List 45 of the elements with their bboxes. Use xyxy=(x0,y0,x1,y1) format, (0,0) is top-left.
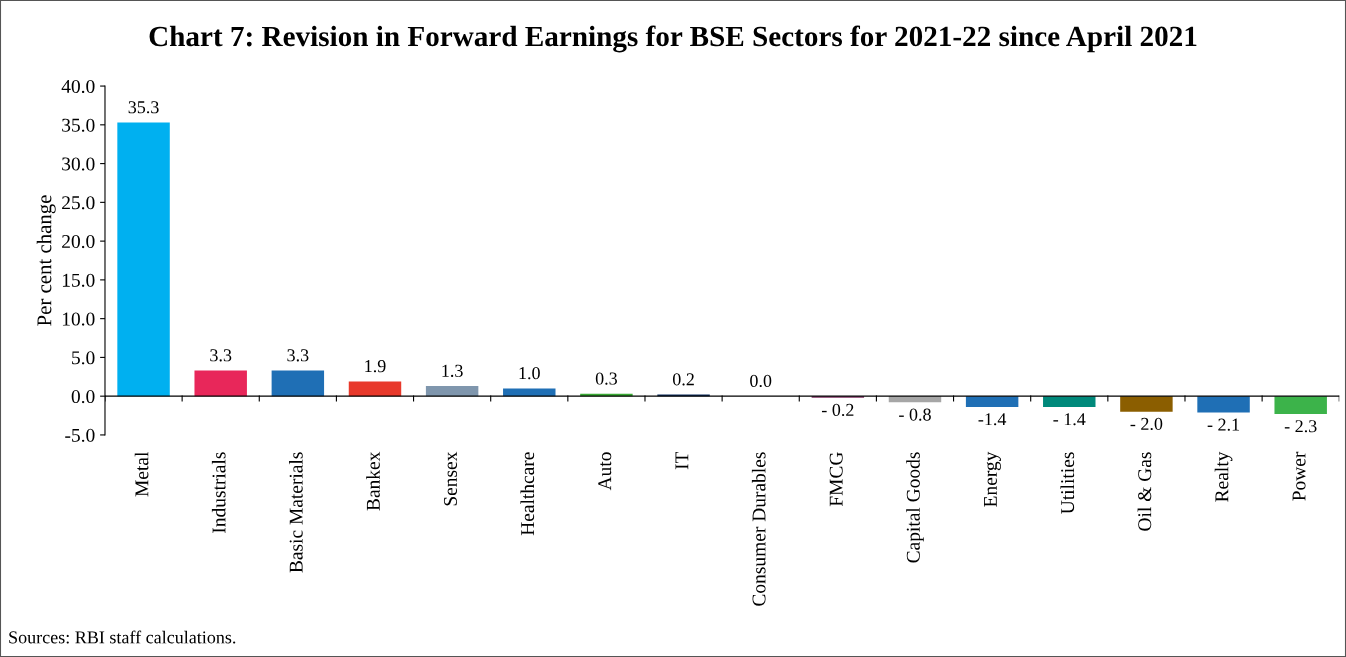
x-tick-label: Utilities xyxy=(1060,452,1075,514)
data-label: -1.4 xyxy=(978,413,1007,426)
chart-title: Chart 7: Revision in Forward Earnings for BSE Sectors for 2021-22 since April 2021 xyxy=(149,25,1197,53)
data-label: - 2.1 xyxy=(1207,418,1240,431)
x-tick-label: IT xyxy=(675,451,689,470)
y-tick-label: 20.0 xyxy=(62,234,95,249)
y-tick-label: 10.0 xyxy=(62,312,95,326)
x-tick-label: Sensex xyxy=(443,451,457,506)
y-axis-title: Per cent change xyxy=(36,195,56,326)
data-label: - 2.0 xyxy=(1130,417,1163,431)
data-label: 0.2 xyxy=(672,373,694,386)
data-label: 3.3 xyxy=(287,349,309,362)
x-tick-label: Energy xyxy=(984,451,1001,507)
x-tick-label: Auto xyxy=(598,452,612,491)
x-tick-label: Oil & Gas xyxy=(1137,452,1152,531)
data-label: 1.0 xyxy=(519,367,540,380)
data-label: 0.0 xyxy=(750,374,772,388)
data-label: 35.3 xyxy=(128,101,159,114)
data-label: - 0.2 xyxy=(821,403,854,417)
x-tick-label: Metal xyxy=(134,451,149,497)
y-tick-label: 5.0 xyxy=(72,351,95,365)
x-tick-label: Capital Goods xyxy=(906,452,924,563)
x-tick-label: Realty xyxy=(1214,451,1233,502)
x-tick-label: Healthcare xyxy=(520,452,535,536)
y-tick-label: -5.0 xyxy=(65,428,95,442)
data-label: - 1.4 xyxy=(1053,413,1086,426)
x-tick-label: Industrials xyxy=(211,452,226,533)
y-tick-label: 40.0 xyxy=(61,79,95,94)
data-label: 1.3 xyxy=(442,364,463,377)
y-tick-label: 0.0 xyxy=(71,389,95,404)
source-note: Sources: RBI staff calculations. xyxy=(9,630,236,644)
x-tick-label: Consumer Durables xyxy=(751,452,766,606)
data-label: - 2.3 xyxy=(1284,420,1317,433)
x-tick-label: Basic Materials xyxy=(289,452,303,573)
y-tick-label: 35.0 xyxy=(62,118,95,132)
x-tick-label: FMCG xyxy=(829,452,843,507)
y-tick-label: 25.0 xyxy=(62,196,95,210)
data-label: 0.3 xyxy=(595,372,617,385)
x-tick-label: Bankex xyxy=(366,451,380,511)
y-tick-label: 15.0 xyxy=(62,273,95,287)
y-tick-label: 30.0 xyxy=(62,157,95,171)
x-tick-label: Power xyxy=(1292,451,1306,501)
data-label: 1.9 xyxy=(365,360,386,373)
data-label: - 0.8 xyxy=(899,408,931,421)
data-label: 3.3 xyxy=(210,349,232,362)
